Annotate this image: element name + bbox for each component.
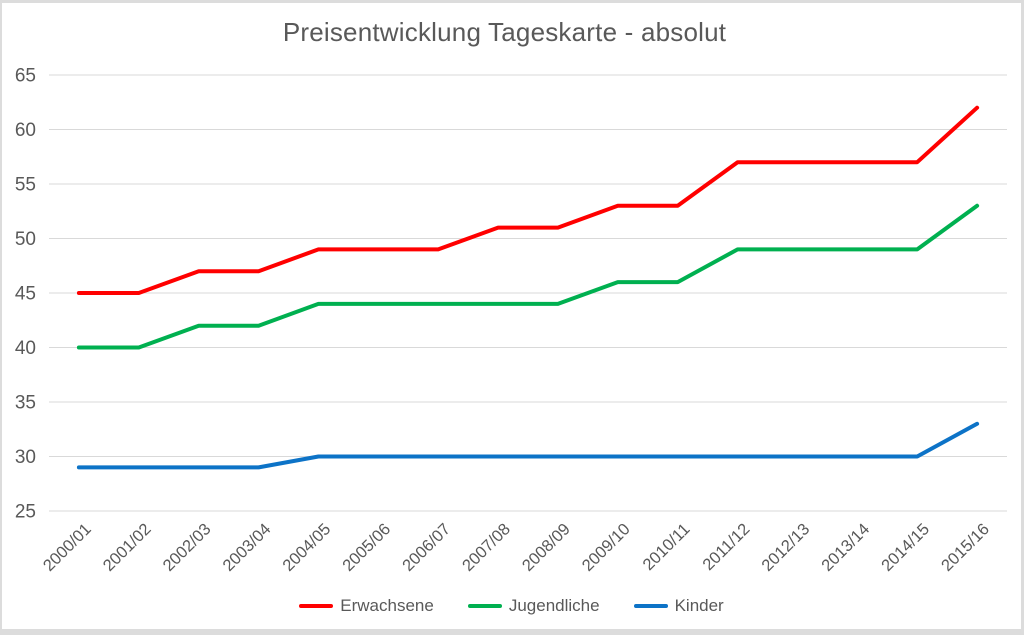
legend-item-jugendliche[interactable]: Jugendliche xyxy=(467,596,600,616)
legend-label: Erwachsene xyxy=(340,596,434,615)
x-tick-label: 2011/12 xyxy=(699,520,753,574)
y-tick-label: 25 xyxy=(15,502,36,523)
y-tick-label: 65 xyxy=(15,66,36,87)
series-line-kinder xyxy=(76,421,980,470)
x-tick-label: 2007/08 xyxy=(459,520,514,575)
y-tick-label: 50 xyxy=(15,229,36,250)
legend-item-erwachsene[interactable]: Erwachsene xyxy=(299,596,434,616)
chart-title: Preisentwicklung Tageskarte - absolut xyxy=(282,17,727,47)
x-tick-label: 2013/14 xyxy=(818,520,873,575)
legend-swatch-jugendliche xyxy=(467,604,502,608)
legend: Erwachsene Jugendliche Kinder xyxy=(2,596,1021,616)
x-tick-label: 2009/10 xyxy=(579,520,634,575)
legend-label: Jugendliche xyxy=(508,596,600,615)
x-tick-label: 2005/06 xyxy=(339,520,394,575)
x-tick-label: 2012/13 xyxy=(758,520,813,575)
y-tick-label: 55 xyxy=(15,175,36,196)
x-tick-label: 2010/11 xyxy=(639,520,693,574)
series-line-erwachsene xyxy=(76,105,980,295)
series-line-jugendliche xyxy=(76,203,980,350)
x-tick-label: 2006/07 xyxy=(399,520,454,575)
legend-swatch-kinder xyxy=(633,604,668,608)
y-tick-label: 60 xyxy=(15,120,36,141)
legend-label: Kinder xyxy=(674,596,724,615)
x-tick-label: 2004/05 xyxy=(279,520,334,575)
x-tick-label: 2000/01 xyxy=(40,520,95,575)
x-tick-label: 2001/02 xyxy=(100,520,155,575)
x-tick-label: 2002/03 xyxy=(160,520,215,575)
legend-swatch-erwachsene xyxy=(299,604,334,608)
x-tick-label: 2015/16 xyxy=(938,520,993,575)
y-tick-label: 35 xyxy=(15,393,36,414)
y-tick-label: 40 xyxy=(15,338,36,359)
y-tick-label: 30 xyxy=(15,447,36,468)
legend-item-kinder[interactable]: Kinder xyxy=(633,596,724,616)
x-tick-label: 2003/04 xyxy=(219,520,274,575)
y-tick-label: 45 xyxy=(15,284,36,305)
x-tick-label: 2008/09 xyxy=(519,520,574,575)
x-tick-label: 2014/15 xyxy=(878,520,933,575)
